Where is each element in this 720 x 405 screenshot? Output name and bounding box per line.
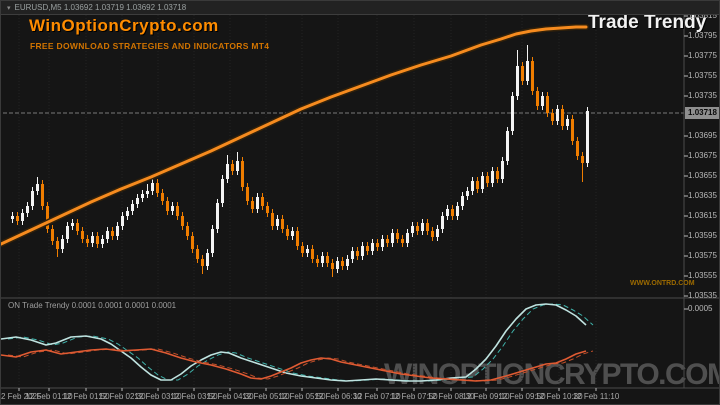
price-axis-label: 1.03595 [688,231,717,240]
chart-titlebar[interactable]: ▾ EURUSD,M5 1.03692 1.03719 1.03692 1.037… [1,1,719,15]
price-axis-label: 1.03675 [688,151,717,160]
time-axis-label: 12 Feb 2025 [0,392,42,401]
time-axis-label: 12 Feb 03:10 [134,392,182,401]
time-axis-label: 12 Feb 03:50 [170,392,218,401]
price-axis-label: 1.03535 [688,291,717,300]
time-axis-label: 12 Feb 02:30 [98,392,146,401]
chart-title: EURUSD,M5 1.03692 1.03719 1.03692 1.0371… [14,3,187,12]
price-axis-label: 1.03615 [688,211,717,220]
oscillator-axis-label: 0.0005 [688,304,713,313]
time-axis-label: 12 Feb 10:30 [535,392,583,401]
time-axis-label: 12 Feb 05:50 [278,392,326,401]
price-axis-label: 1.03635 [688,191,717,200]
brand-title: WinOptionCrypto.com [29,16,219,35]
time-axis-label: 12 Feb 09:50 [498,392,546,401]
brand-subtitle: FREE DOWNLOAD STRATEGIES AND INDICATORS … [30,41,270,51]
price-axis-label: 1.03735 [688,91,717,100]
current-price-tag: 1.03718 [685,107,719,119]
time-axis-label: 12 Feb 07:10 [353,392,401,401]
price-axis-label: 1.03655 [688,171,717,180]
time-axis-label: 12 Feb 11:10 [572,392,620,401]
time-axis-label: 12 Feb 01:50 [62,392,110,401]
time-axis-label: 12 Feb 09:10 [462,392,510,401]
price-axis-label: 1.03755 [688,71,717,80]
time-axis-label: 12 Feb 06:30 [314,392,362,401]
price-axis-label: 1.03695 [688,131,717,140]
price-axis-label: 1.03815 [688,11,717,20]
time-axis-label: 12 Feb 01:10 [25,392,73,401]
chart-menu-arrow-icon[interactable]: ▾ [7,5,11,12]
price-axis-label: 1.03575 [688,251,717,260]
price-axis-label: 1.03555 [688,271,717,280]
time-axis-label: 12 Feb 05:10 [242,392,290,401]
oscillator-window-label: ON Trade Trendy 0.0001 0.0001 0.0001 0.0… [8,301,177,310]
time-axis-label: 12 Feb 07:50 [390,392,438,401]
ontrd-watermark: WWW.ONTRD.COM [630,280,695,287]
time-axis-label: 12 Feb 08:30 [427,392,475,401]
indicator-title: Trade Trendy [588,12,707,33]
price-axis-label: 1.03775 [688,51,717,60]
price-axis-label: 1.03795 [688,31,717,40]
time-axis-label: 12 Feb 04:30 [206,392,254,401]
